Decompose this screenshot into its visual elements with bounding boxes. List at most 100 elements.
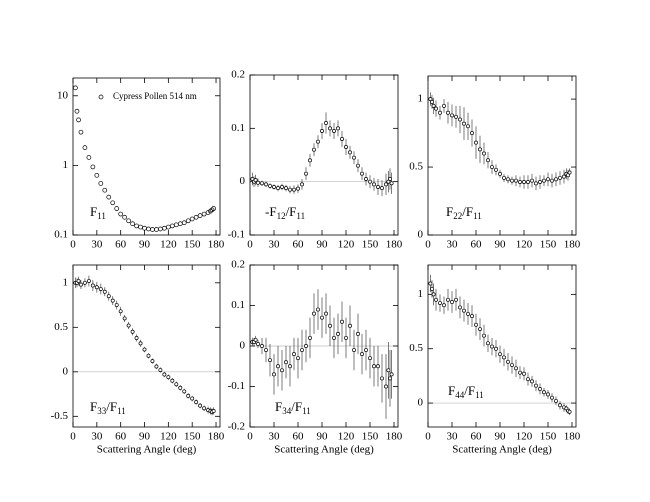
data-point: [470, 131, 474, 136]
data-point: [384, 384, 388, 389]
data-point: [364, 348, 368, 352]
data-point: [173, 222, 179, 228]
data-point: [534, 181, 538, 186]
x-tick-label: 180: [564, 431, 581, 443]
data-point: [384, 182, 388, 187]
x-axis-label: Scattering Angle (deg): [274, 444, 374, 456]
label-part: 11: [302, 406, 311, 416]
data-point: [178, 385, 183, 390]
data-point: [340, 319, 344, 324]
data-point: [430, 286, 434, 291]
data-point: [462, 121, 466, 126]
label-part: 34: [282, 406, 292, 416]
data-point: [256, 180, 260, 185]
label-part: 11: [117, 406, 126, 416]
data-point: [356, 163, 360, 168]
data-point: [253, 178, 258, 183]
data-point: [146, 353, 151, 358]
data-point: [450, 300, 454, 304]
data-point: [102, 289, 107, 294]
data-point: [284, 186, 288, 191]
data-point: [454, 297, 458, 302]
panel-label: F22/F11: [446, 204, 482, 221]
data-point: [106, 194, 112, 200]
label-part: F: [90, 399, 97, 414]
data-point: [462, 308, 466, 313]
data-point: [138, 341, 143, 346]
y-tick-label: 0: [240, 340, 246, 352]
data-point: [138, 224, 143, 230]
y-tick-label: 0.5: [54, 321, 68, 333]
x-tick-label: 120: [516, 239, 533, 251]
x-tick-label: 150: [362, 239, 379, 251]
data-point: [198, 403, 203, 408]
data-point: [114, 303, 119, 308]
data-point: [446, 297, 450, 302]
data-point: [430, 99, 434, 104]
data-point: [380, 186, 384, 191]
data-point: [316, 139, 320, 144]
data-point: [197, 213, 203, 218]
data-point: [82, 145, 88, 150]
data-point: [526, 180, 530, 184]
data-point: [352, 155, 356, 160]
label-part: /F: [462, 204, 473, 219]
label-part: 12: [277, 211, 286, 221]
panel: 0 30 60 90 120 150 180 0 0.5 1 F22/F11: [409, 75, 581, 251]
x-tick-label: 90: [139, 239, 151, 251]
x-tick-label: 60: [471, 239, 483, 251]
y-tick-label: 0.1: [54, 229, 68, 241]
data-point: [348, 323, 352, 328]
data-point: [320, 315, 324, 320]
data-point: [510, 363, 514, 367]
data-point: [389, 372, 394, 377]
data-point: [177, 221, 183, 227]
data-point: [442, 103, 446, 108]
data-point: [518, 180, 522, 184]
x-tick-label: 90: [495, 239, 507, 251]
label-part: /F: [291, 399, 302, 414]
data-point: [264, 348, 268, 352]
x-tick-label: 30: [447, 239, 459, 251]
data-point: [130, 221, 135, 227]
x-tick-label: 0: [247, 431, 253, 443]
plot-frame: [427, 264, 577, 428]
y-tick-label: -0.2: [228, 421, 245, 433]
data-point: [546, 392, 550, 397]
data-point: [498, 171, 502, 176]
x-tick-label: 60: [293, 431, 305, 443]
data-point: [154, 364, 159, 369]
data-point: [166, 224, 171, 230]
data-point: [312, 147, 316, 152]
data-point: [482, 333, 486, 338]
data-point: [360, 352, 364, 357]
data-point: [98, 181, 104, 186]
data-point: [558, 175, 562, 180]
data-point: [162, 225, 167, 231]
y-tick-label: -0.1: [228, 380, 245, 392]
x-tick-label: 60: [471, 431, 483, 443]
data-point: [328, 323, 332, 328]
y-tick-label: -0.1: [228, 229, 245, 241]
data-point: [554, 177, 558, 182]
data-point: [438, 301, 442, 306]
x-axis-label: Scattering Angle (deg): [97, 444, 197, 456]
data-point: [542, 178, 546, 183]
data-point: [142, 225, 147, 231]
data-point: [193, 214, 199, 220]
data-point: [466, 311, 470, 316]
x-tick-label: 0: [425, 431, 431, 443]
y-tick-label: 0: [418, 397, 424, 409]
data-point: [372, 182, 376, 187]
y-tick-label: 0.2: [231, 69, 245, 81]
x-tick-label: 120: [338, 239, 355, 251]
data-point: [300, 182, 304, 187]
data-point: [567, 409, 572, 414]
data-point: [494, 346, 498, 351]
data-point: [118, 309, 123, 314]
data-point: [538, 386, 542, 391]
label-part: /F: [286, 204, 297, 219]
panel: 0 30 60 90 120 150 180 0 0.5 1 Scattering Angle (d…: [409, 264, 581, 456]
